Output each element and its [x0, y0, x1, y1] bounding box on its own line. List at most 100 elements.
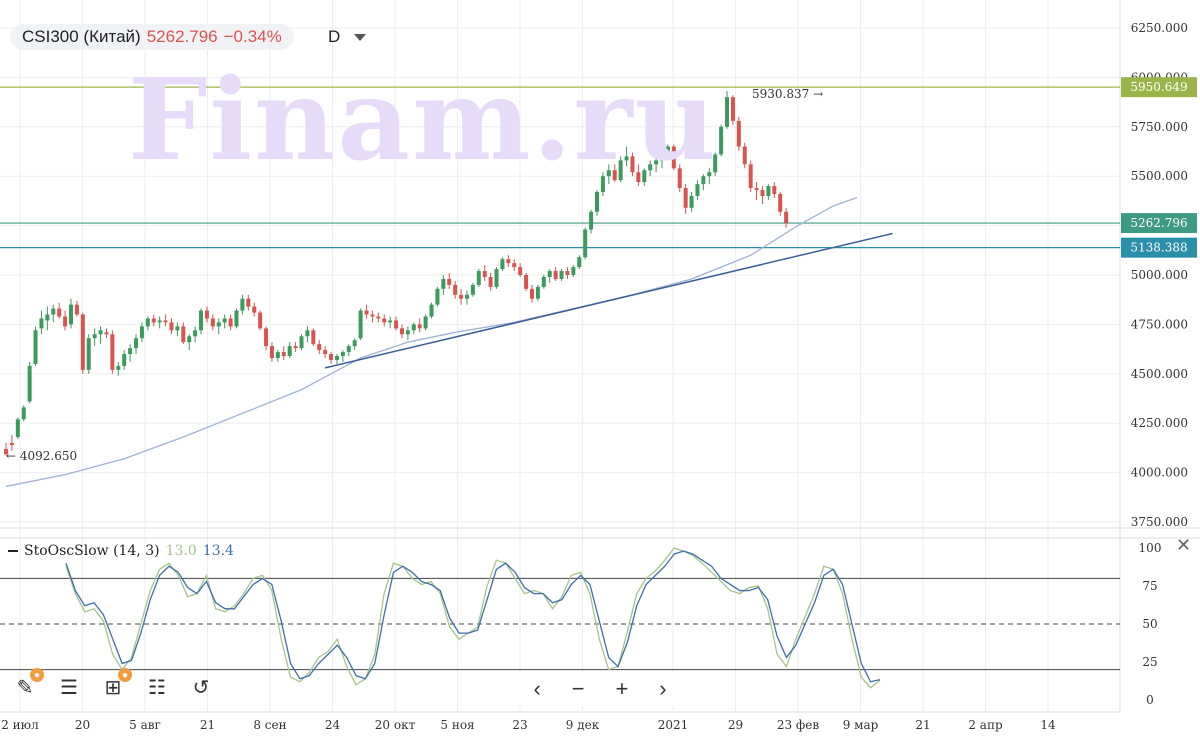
candle-body: [187, 336, 192, 343]
candle-body: [352, 340, 357, 347]
x-tick-label: 20: [75, 718, 90, 732]
candle-body: [15, 419, 20, 438]
candle-body: [281, 352, 286, 357]
close-icon[interactable]: ✕: [1176, 535, 1192, 555]
candle-body: [240, 298, 245, 311]
candle-body: [334, 356, 339, 360]
candle-body: [39, 318, 44, 329]
x-tick-label: 2 июл: [1, 718, 39, 732]
badge-icon: ●: [30, 668, 44, 682]
candle-body: [51, 308, 56, 315]
candle-body: [541, 276, 546, 287]
candle-body: [417, 324, 422, 329]
badge-icon: ●: [118, 668, 132, 682]
settings-button[interactable]: ☷: [142, 672, 172, 702]
draw-tool-button[interactable]: ✎ ●: [10, 668, 44, 702]
candle-body: [370, 314, 375, 317]
candle-body: [482, 271, 487, 277]
x-tick-label: 21: [915, 718, 930, 732]
candle-body: [760, 190, 765, 196]
candle-body: [98, 330, 103, 335]
candle-body: [713, 154, 718, 173]
candle-body: [423, 316, 428, 329]
chevron-left-icon[interactable]: ‹: [533, 676, 541, 701]
candle-body: [228, 318, 233, 327]
candle-body: [665, 146, 670, 157]
oscillator-tick-label: 25: [1142, 655, 1157, 669]
x-tick-label: 14: [1040, 718, 1056, 732]
candle-body: [784, 211, 789, 224]
candle-body: [110, 334, 115, 370]
collapse-icon[interactable]: [8, 550, 18, 552]
candle-body: [441, 278, 446, 289]
y-tick-label: 4000.000: [1131, 466, 1188, 480]
candle-body: [754, 188, 759, 191]
candle-body: [169, 322, 174, 331]
candle-body: [4, 448, 8, 455]
candle-body: [264, 328, 269, 347]
candle-body: [447, 278, 452, 285]
list-button[interactable]: ☰: [54, 672, 84, 702]
candle-body: [459, 294, 464, 299]
candle-body: [145, 318, 150, 327]
ticker-badge[interactable]: CSI300 (Китай) 5262.796 −0.34%: [10, 24, 294, 50]
reset-button[interactable]: ↺: [186, 672, 216, 702]
candle-body: [559, 271, 564, 279]
candle-body: [246, 298, 251, 307]
interval-label: D: [328, 27, 341, 46]
candle-body: [506, 259, 511, 264]
interval-selector[interactable]: D: [328, 27, 367, 47]
candle-body: [671, 146, 676, 169]
y-tick-label: 5000.000: [1131, 268, 1188, 282]
candle-body: [719, 126, 724, 155]
zoom-in-icon[interactable]: +: [615, 676, 629, 701]
candle-body: [736, 120, 741, 147]
candle-body: [405, 330, 410, 335]
candle-body: [181, 326, 186, 343]
low-annotation: ← 4092.650: [6, 449, 77, 463]
x-tick-label: 2 апр: [968, 718, 1003, 732]
x-tick-label: 8 сен: [253, 718, 286, 732]
candle-body: [80, 314, 85, 370]
candle-body: [772, 186, 777, 194]
candle-body: [612, 170, 617, 181]
oscillator-d-value: 13.4: [202, 543, 234, 559]
candle-body: [139, 326, 144, 339]
candle-body: [725, 97, 730, 127]
candle-body: [340, 352, 345, 357]
price-level-label: 5950.649: [1130, 80, 1187, 94]
price-level-tag: [1121, 213, 1197, 234]
x-tick-label: 20 окт: [375, 718, 416, 732]
candle-body: [547, 271, 552, 277]
add-indicator-button[interactable]: ⊞ ●: [98, 668, 132, 702]
candle-body: [63, 316, 68, 327]
candle-body: [730, 97, 735, 121]
candle-body: [323, 350, 328, 355]
candle-body: [636, 172, 641, 183]
x-tick-label: 5 авг: [129, 718, 161, 732]
candle-body: [677, 168, 682, 189]
undo-icon: ↺: [192, 676, 210, 699]
zoom-out-icon[interactable]: −: [571, 676, 585, 701]
candle-body: [701, 176, 706, 185]
candle-body: [104, 332, 109, 335]
candle-body: [317, 344, 322, 351]
candle-body: [476, 271, 481, 285]
candle-body: [134, 338, 139, 349]
candle-body: [128, 348, 133, 355]
oscillator-tick-label: 0: [1146, 693, 1154, 707]
candle-body: [204, 310, 209, 319]
candle-body: [494, 269, 499, 287]
candle-body: [199, 310, 204, 331]
candle-body: [512, 263, 517, 268]
candle-body: [329, 354, 334, 360]
x-tick-label: 23 фев: [777, 718, 820, 732]
candle-body: [766, 186, 771, 196]
candle-body: [642, 170, 647, 183]
candle-body: [269, 346, 274, 358]
change-label: −0.34%: [223, 27, 282, 46]
candle-body: [258, 312, 263, 329]
x-tick-label: 9 дек: [566, 718, 600, 732]
candle-body: [683, 188, 688, 208]
chevron-right-icon[interactable]: ›: [659, 676, 667, 701]
